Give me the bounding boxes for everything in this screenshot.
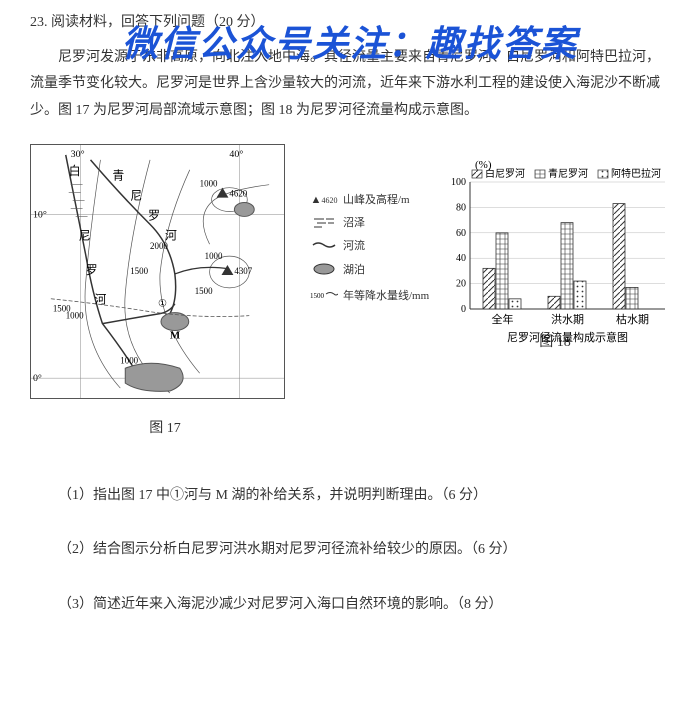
svg-text:河: 河 <box>165 229 177 243</box>
svg-text:白: 白 <box>69 164 81 178</box>
figure-17-caption: 图 17 <box>30 416 300 443</box>
svg-text:尼罗河径流量构成示意图: 尼罗河径流量构成示意图 <box>507 330 628 344</box>
svg-text:全年: 全年 <box>492 312 514 326</box>
svg-text:1000: 1000 <box>205 251 223 261</box>
svg-text:1000: 1000 <box>200 179 218 189</box>
sub-question-1: （1）指出图 17 中①河与 M 湖的补给关系，并说明判断理由。（6 分） <box>30 483 670 510</box>
svg-text:1000: 1000 <box>120 356 138 366</box>
svg-text:40: 40 <box>456 254 466 265</box>
map-svg: 30° 40° 10° 0° <box>30 144 285 399</box>
svg-text:白尼罗河: 白尼罗河 <box>485 167 525 180</box>
svg-text:河: 河 <box>94 293 106 307</box>
svg-text:4620: 4620 <box>229 189 247 199</box>
legend-river: 河流 <box>310 240 430 254</box>
figures-row: 30° 40° 10° 0° <box>30 144 670 442</box>
sub-question-2: （2）结合图示分析白尼罗河洪水期对尼罗河径流补给较少的原因。（6 分） <box>30 537 670 564</box>
svg-text:青尼罗河: 青尼罗河 <box>548 167 588 180</box>
question-paragraph: 尼罗河发源于东非高原，向北注入地中海。其径流量主要来自青尼罗河、白尼罗河和阿特巴… <box>30 45 670 125</box>
svg-text:枯水期: 枯水期 <box>616 312 649 326</box>
legend-lake: 湖泊 <box>310 262 430 280</box>
legend-isohyet: 1500 年等降水量线/mm <box>310 288 430 304</box>
bar-chart-svg: (%)白尼罗河青尼罗河阿特巴拉河020406080100全年洪水期枯水期尼罗河径… <box>440 154 670 354</box>
mark-circle-1: ① <box>158 299 167 310</box>
svg-text:0: 0 <box>461 304 466 315</box>
isohyet-icon: 1500 <box>310 288 338 304</box>
svg-text:2000: 2000 <box>150 242 168 252</box>
svg-text:60: 60 <box>456 228 466 239</box>
svg-text:尼: 尼 <box>79 229 91 243</box>
svg-text:20: 20 <box>456 279 466 290</box>
swamp-icon <box>310 216 338 232</box>
figure-18-chart: (%)白尼罗河青尼罗河阿特巴拉河020406080100全年洪水期枯水期尼罗河径… <box>440 144 670 357</box>
svg-text:100: 100 <box>451 177 466 188</box>
map-legend: ▲4620 山峰及高程/m 沼泽 河流 湖泊 1500 年等降水量线/mm <box>310 144 430 312</box>
river-icon <box>310 240 338 254</box>
svg-text:4307: 4307 <box>234 266 252 276</box>
lake-icon <box>310 262 338 280</box>
lon-label-40: 40° <box>229 149 243 160</box>
legend-swamp: 沼泽 <box>310 216 430 232</box>
sub-questions: （1）指出图 17 中①河与 M 湖的补给关系，并说明判断理由。（6 分） （2… <box>30 483 670 619</box>
svg-text:洪水期: 洪水期 <box>551 312 584 326</box>
svg-text:1500: 1500 <box>53 304 71 314</box>
svg-text:青: 青 <box>112 169 124 183</box>
sub-question-3: （3）简述近年来入海泥沙减少对尼罗河入海口自然环境的影响。（8 分） <box>30 592 670 619</box>
svg-text:1500: 1500 <box>195 286 213 296</box>
svg-text:1500: 1500 <box>130 266 148 276</box>
figure-17-map: 30° 40° 10° 0° <box>30 144 300 442</box>
peak-4307: 4307 <box>221 265 252 276</box>
question-header: 23. 阅读材料，回答下列问题（20 分） <box>30 10 670 37</box>
svg-text:罗: 罗 <box>86 263 98 277</box>
svg-text:尼: 尼 <box>130 189 142 203</box>
lat-label-0: 0° <box>33 374 42 385</box>
svg-text:罗: 罗 <box>148 209 160 223</box>
svg-text:80: 80 <box>456 203 466 214</box>
svg-text:1500: 1500 <box>310 292 325 300</box>
lat-label-10: 10° <box>33 210 47 221</box>
legend-peak: ▲4620 山峰及高程/m <box>310 194 430 207</box>
lon-label-30: 30° <box>71 149 85 160</box>
mark-m: M <box>170 330 180 342</box>
svg-text:阿特巴拉河: 阿特巴拉河 <box>611 167 661 180</box>
